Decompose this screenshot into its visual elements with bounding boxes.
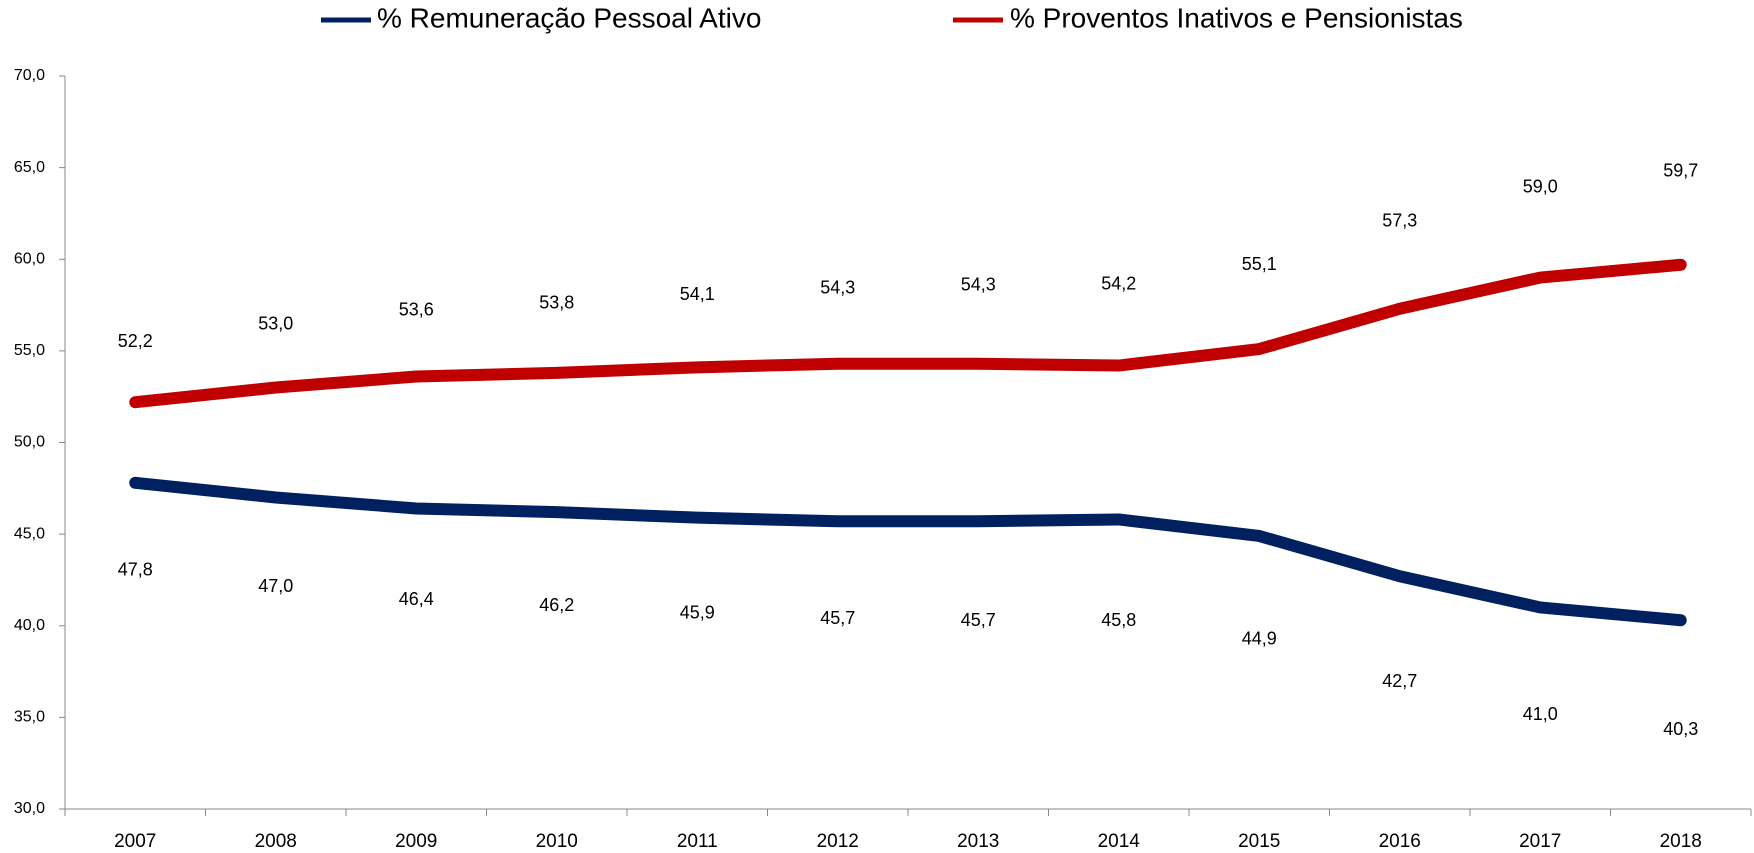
y-tick-label: 40,0: [14, 617, 45, 634]
legend-label: % Remuneração Pessoal Ativo: [377, 2, 761, 33]
data-label: 45,9: [680, 602, 715, 622]
x-tick-label: 2015: [1238, 831, 1280, 852]
data-label: 45,8: [1101, 610, 1136, 630]
data-label: 47,0: [258, 576, 293, 596]
data-label: 57,3: [1382, 210, 1417, 230]
data-label: 54,2: [1101, 273, 1136, 293]
data-label: 42,7: [1382, 671, 1417, 691]
x-tick-label: 2016: [1379, 831, 1421, 852]
x-tick-label: 2011: [677, 831, 718, 852]
data-label: 47,8: [118, 560, 153, 580]
series-line: [129, 476, 1687, 627]
x-tick-label: 2017: [1519, 831, 1561, 852]
series-line: [129, 258, 1687, 409]
legend-label: % Proventos Inativos e Pensionistas: [1010, 2, 1463, 33]
data-label: 40,3: [1663, 719, 1698, 739]
y-tick-label: 45,0: [14, 525, 45, 542]
data-label: 54,3: [820, 277, 855, 297]
data-label: 53,8: [539, 293, 574, 313]
y-tick-label: 70,0: [14, 67, 45, 84]
y-tick-label: 65,0: [14, 159, 45, 176]
data-label: 54,3: [961, 274, 996, 294]
x-tick-label: 2010: [536, 831, 578, 852]
data-label: 41,0: [1523, 704, 1558, 724]
data-label: 45,7: [820, 608, 855, 628]
x-tick-label: 2009: [395, 831, 437, 852]
data-label: 59,0: [1523, 176, 1558, 196]
data-label: 44,9: [1242, 629, 1277, 649]
x-tick-label: 2008: [255, 831, 297, 852]
data-label: 55,1: [1242, 254, 1277, 274]
y-tick-label: 35,0: [14, 709, 45, 726]
data-label: 54,1: [680, 284, 715, 304]
y-tick-label: 50,0: [14, 434, 45, 451]
data-label: 46,4: [399, 589, 434, 609]
data-label: 53,0: [258, 313, 293, 333]
data-label: 53,6: [399, 299, 434, 319]
data-label: 59,7: [1663, 160, 1698, 180]
x-tick-label: 2013: [957, 831, 999, 852]
y-tick-label: 55,0: [14, 342, 45, 359]
x-tick-label: 2012: [817, 831, 859, 852]
data-label: 46,2: [539, 595, 574, 615]
data-label: 52,2: [118, 331, 153, 351]
data-label: 45,7: [961, 610, 996, 630]
x-tick-label: 2007: [114, 831, 156, 852]
y-tick-label: 60,0: [14, 250, 45, 267]
y-tick-label: 30,0: [14, 800, 45, 817]
x-tick-label: 2018: [1660, 831, 1702, 852]
x-tick-label: 2014: [1098, 831, 1141, 852]
